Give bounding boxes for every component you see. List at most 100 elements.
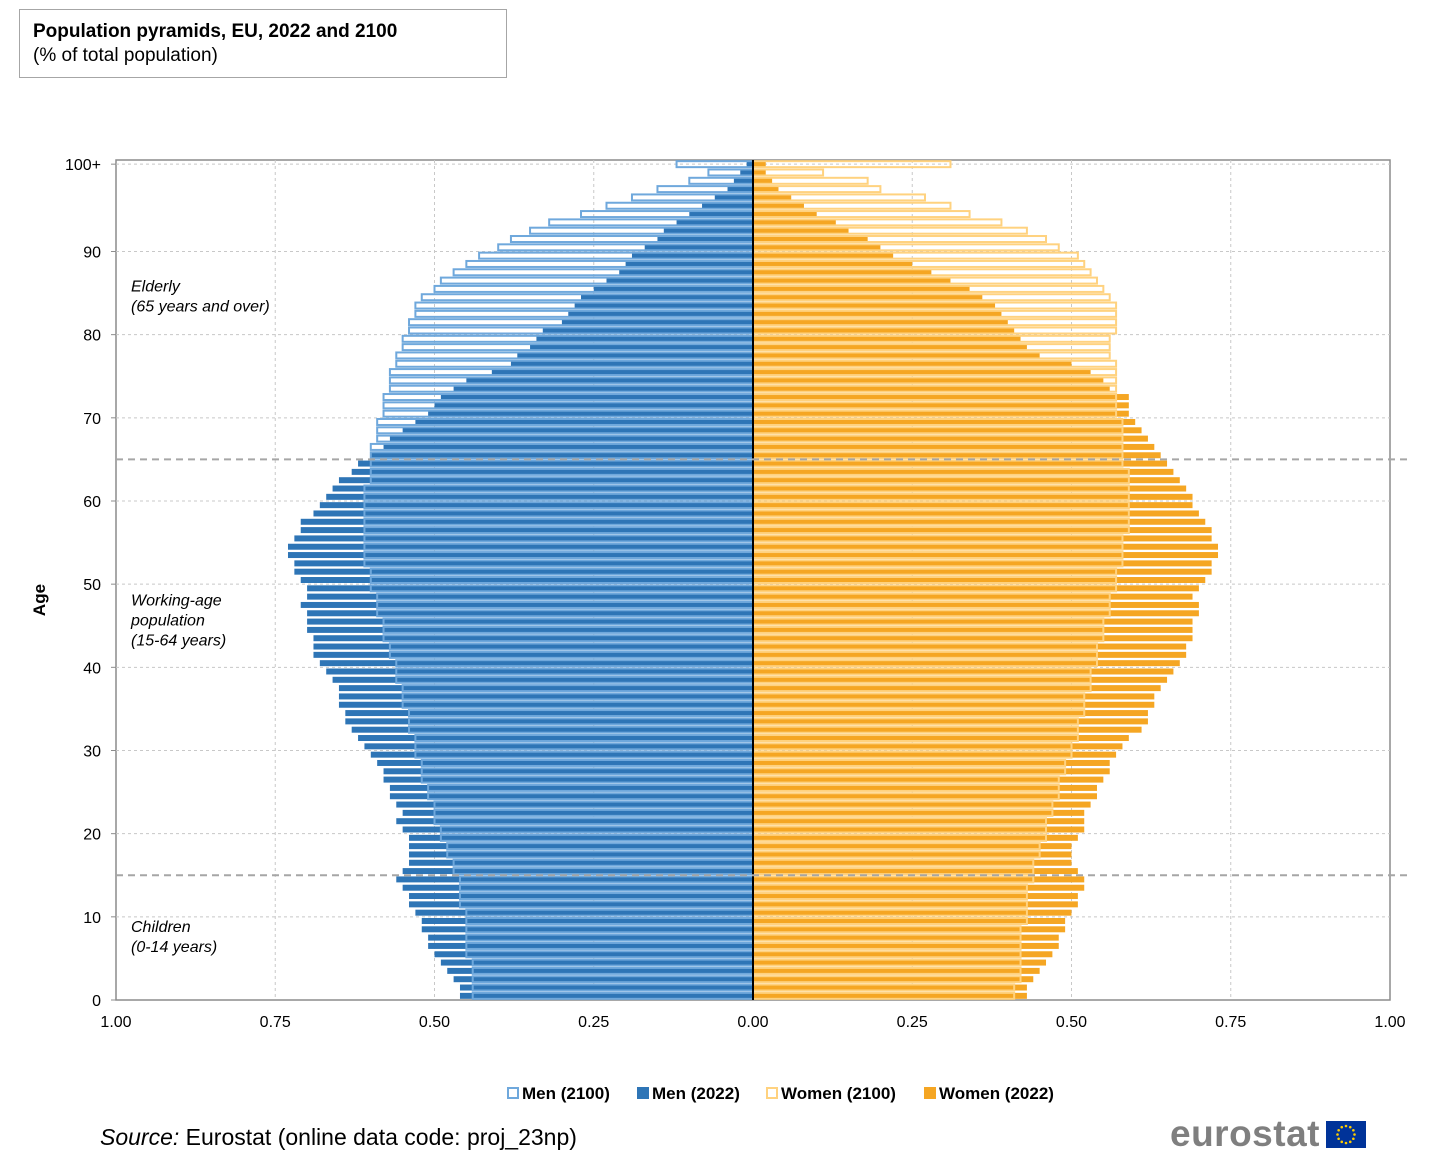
bar-men-2022 — [307, 618, 753, 625]
bar-women-2022 — [753, 186, 779, 193]
legend-label: Men (2022) — [652, 1084, 740, 1103]
bar-men-2022 — [714, 194, 753, 201]
bar-men-2022 — [358, 735, 753, 742]
eu-flag-star — [1340, 1140, 1344, 1143]
bar-men-2022 — [396, 801, 753, 808]
annotation-children: (0-14 years) — [131, 939, 217, 956]
x-tick-label: 1.00 — [100, 1014, 131, 1031]
bar-women-2022 — [753, 701, 1155, 708]
source-label: Source: — [100, 1124, 180, 1150]
bar-men-2022 — [294, 535, 753, 542]
bar-women-2022 — [753, 302, 996, 309]
bar-men-2022 — [383, 443, 753, 450]
y-tick-label: 40 — [83, 660, 101, 677]
bar-women-2022 — [753, 552, 1219, 559]
bar-women-2022 — [753, 269, 932, 276]
bar-men-2022 — [402, 427, 753, 434]
bar-men-2022 — [409, 834, 753, 841]
bar-women-2022 — [753, 685, 1161, 692]
eu-flag-star — [1352, 1136, 1355, 1140]
bar-men-2022 — [536, 335, 753, 342]
annotation-children: Children — [131, 919, 191, 936]
eu-flag-star — [1340, 1125, 1344, 1128]
bar-women-2022 — [753, 967, 1040, 974]
y-tick-label: 60 — [83, 494, 101, 511]
annotation-working: Working-age — [131, 593, 222, 610]
annotation-working: population — [130, 613, 205, 630]
bar-women-2022 — [753, 452, 1161, 459]
bar-men-2022 — [593, 285, 753, 292]
bar-women-2022 — [753, 801, 1091, 808]
x-tick-label: 0.75 — [260, 1014, 291, 1031]
bar-men-2022 — [370, 751, 753, 758]
bar-women-2022 — [753, 385, 1110, 392]
bar-men-2022 — [287, 543, 753, 550]
bar-women-2022 — [753, 394, 1129, 401]
bar-women-2022 — [753, 901, 1078, 908]
chart-title: Population pyramids, EU, 2022 and 2100 — [33, 21, 398, 42]
bar-men-2022 — [307, 610, 753, 617]
bar-men-2022 — [294, 568, 753, 575]
y-tick-label: 20 — [83, 827, 101, 844]
bar-women-2022 — [753, 884, 1085, 891]
bar-men-2022 — [606, 277, 753, 284]
bar-women-2022 — [753, 759, 1110, 766]
bar-men-2022 — [389, 793, 753, 800]
x-tick-label: 0.25 — [897, 1014, 928, 1031]
bar-men-2022 — [561, 319, 753, 326]
bar-men-2022 — [581, 294, 753, 301]
bar-women-2022 — [753, 360, 1072, 367]
x-tick-label: 0.75 — [1215, 1014, 1246, 1031]
bar-men-2022 — [396, 876, 753, 883]
bar-women-2022 — [753, 826, 1085, 833]
bar-men-2022 — [517, 352, 753, 359]
chart-title-box: Population pyramids, EU, 2022 and 2100 (… — [19, 9, 507, 78]
bar-women-2022 — [753, 435, 1148, 442]
bar-women-2022 — [753, 693, 1155, 700]
chart-subtitle: (% of total population) — [33, 45, 218, 66]
bar-men-2022 — [326, 668, 753, 675]
legend-label: Women (2022) — [939, 1084, 1054, 1103]
bar-men-2022 — [727, 186, 753, 193]
bar-men-2022 — [319, 502, 753, 509]
bar-men-2022 — [434, 402, 753, 409]
bar-men-2022 — [663, 227, 753, 234]
legend-swatch — [766, 1087, 778, 1099]
bar-women-2022 — [753, 335, 1021, 342]
bar-men-2022 — [447, 967, 753, 974]
bar-women-2022 — [753, 743, 1123, 750]
legend-label: Women (2100) — [781, 1084, 896, 1103]
bar-women-2022 — [753, 169, 766, 176]
bar-women-2022 — [753, 427, 1142, 434]
bar-men-2022 — [440, 394, 753, 401]
bar-men-2022 — [402, 884, 753, 891]
bar-women-2022 — [753, 784, 1097, 791]
bar-men-2022 — [351, 726, 753, 733]
bar-women-2022 — [753, 926, 1066, 933]
bar-women-2022 — [753, 893, 1078, 900]
bar-men-2022 — [300, 527, 753, 534]
bar-women-2022 — [753, 194, 792, 201]
eu-flag-star — [1337, 1128, 1340, 1132]
bar-men-2022 — [409, 843, 753, 850]
bar-women-2022 — [753, 710, 1148, 717]
bar-men-2022 — [459, 984, 753, 991]
bar-men-2022 — [574, 302, 753, 309]
bar-women-2022 — [753, 327, 1015, 334]
y-tick-label: 90 — [83, 244, 101, 261]
bar-women-2022 — [753, 676, 1168, 683]
bar-women-2022 — [753, 244, 881, 251]
bar-women-2022 — [753, 951, 1053, 958]
eu-flag-star — [1353, 1132, 1356, 1136]
bar-men-2022 — [377, 759, 753, 766]
bar-women-2022 — [753, 610, 1199, 617]
bar-women-2022 — [753, 976, 1034, 983]
bar-women-2022 — [753, 527, 1212, 534]
bar-women-2022 — [753, 876, 1085, 883]
bar-men-2022 — [332, 485, 753, 492]
bar-men-2022 — [370, 452, 753, 459]
bar-women-2022 — [753, 443, 1155, 450]
bar-women-2022 — [753, 917, 1066, 924]
bar-women-2022 — [753, 834, 1078, 841]
eu-flag-star — [1348, 1140, 1352, 1143]
